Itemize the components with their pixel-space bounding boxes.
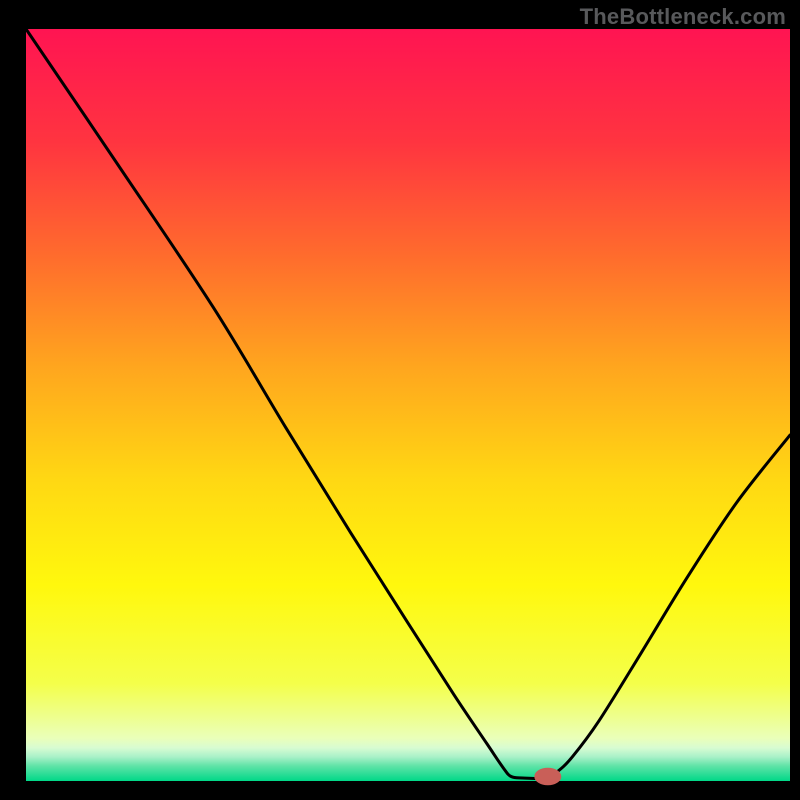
optimal-marker	[535, 768, 561, 785]
chart-frame: TheBottleneck.com	[0, 0, 800, 800]
bottleneck-chart	[0, 0, 800, 800]
gradient-background	[26, 29, 790, 781]
watermark-text: TheBottleneck.com	[580, 4, 786, 30]
